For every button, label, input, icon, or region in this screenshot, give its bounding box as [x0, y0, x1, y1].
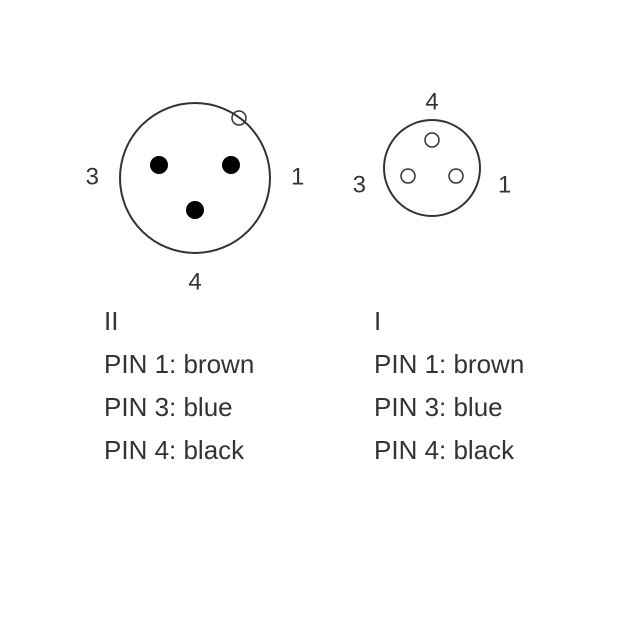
- connector-left: 1 3 4: [86, 103, 305, 295]
- connector-right-pin4: [425, 133, 439, 147]
- connector-right-pin1: [449, 169, 463, 183]
- connector-left-label-3: 3: [86, 163, 99, 190]
- connector-left-pin4: [186, 201, 204, 219]
- connector-right-pin3: [401, 169, 415, 183]
- connector-right: 1 3 4: [353, 88, 512, 216]
- legend-right-row-1: PIN 3: blue: [374, 386, 604, 429]
- connector-left-pin1: [222, 156, 240, 174]
- connector-left-pin3: [150, 156, 168, 174]
- connector-right-label-1: 1: [498, 171, 511, 198]
- legend-left-row-0: PIN 1: brown: [104, 343, 374, 386]
- legend-right-row-0: PIN 1: brown: [374, 343, 604, 386]
- legend-right-row-2: PIN 4: black: [374, 429, 604, 472]
- pin-legend: II I PIN 1: brown PIN 1: brown PIN 3: bl…: [104, 300, 604, 472]
- connector-left-label-1: 1: [291, 163, 304, 190]
- connector-right-label-3: 3: [353, 171, 366, 198]
- connector-right-outline: [384, 120, 480, 216]
- legend-left-header: II: [104, 300, 374, 343]
- connector-left-label-4: 4: [188, 268, 201, 295]
- legend-right-header: I: [374, 300, 604, 343]
- legend-left-row-1: PIN 3: blue: [104, 386, 374, 429]
- connector-left-outline: [120, 103, 270, 253]
- legend-left-row-2: PIN 4: black: [104, 429, 374, 472]
- connector-right-label-4: 4: [425, 88, 438, 115]
